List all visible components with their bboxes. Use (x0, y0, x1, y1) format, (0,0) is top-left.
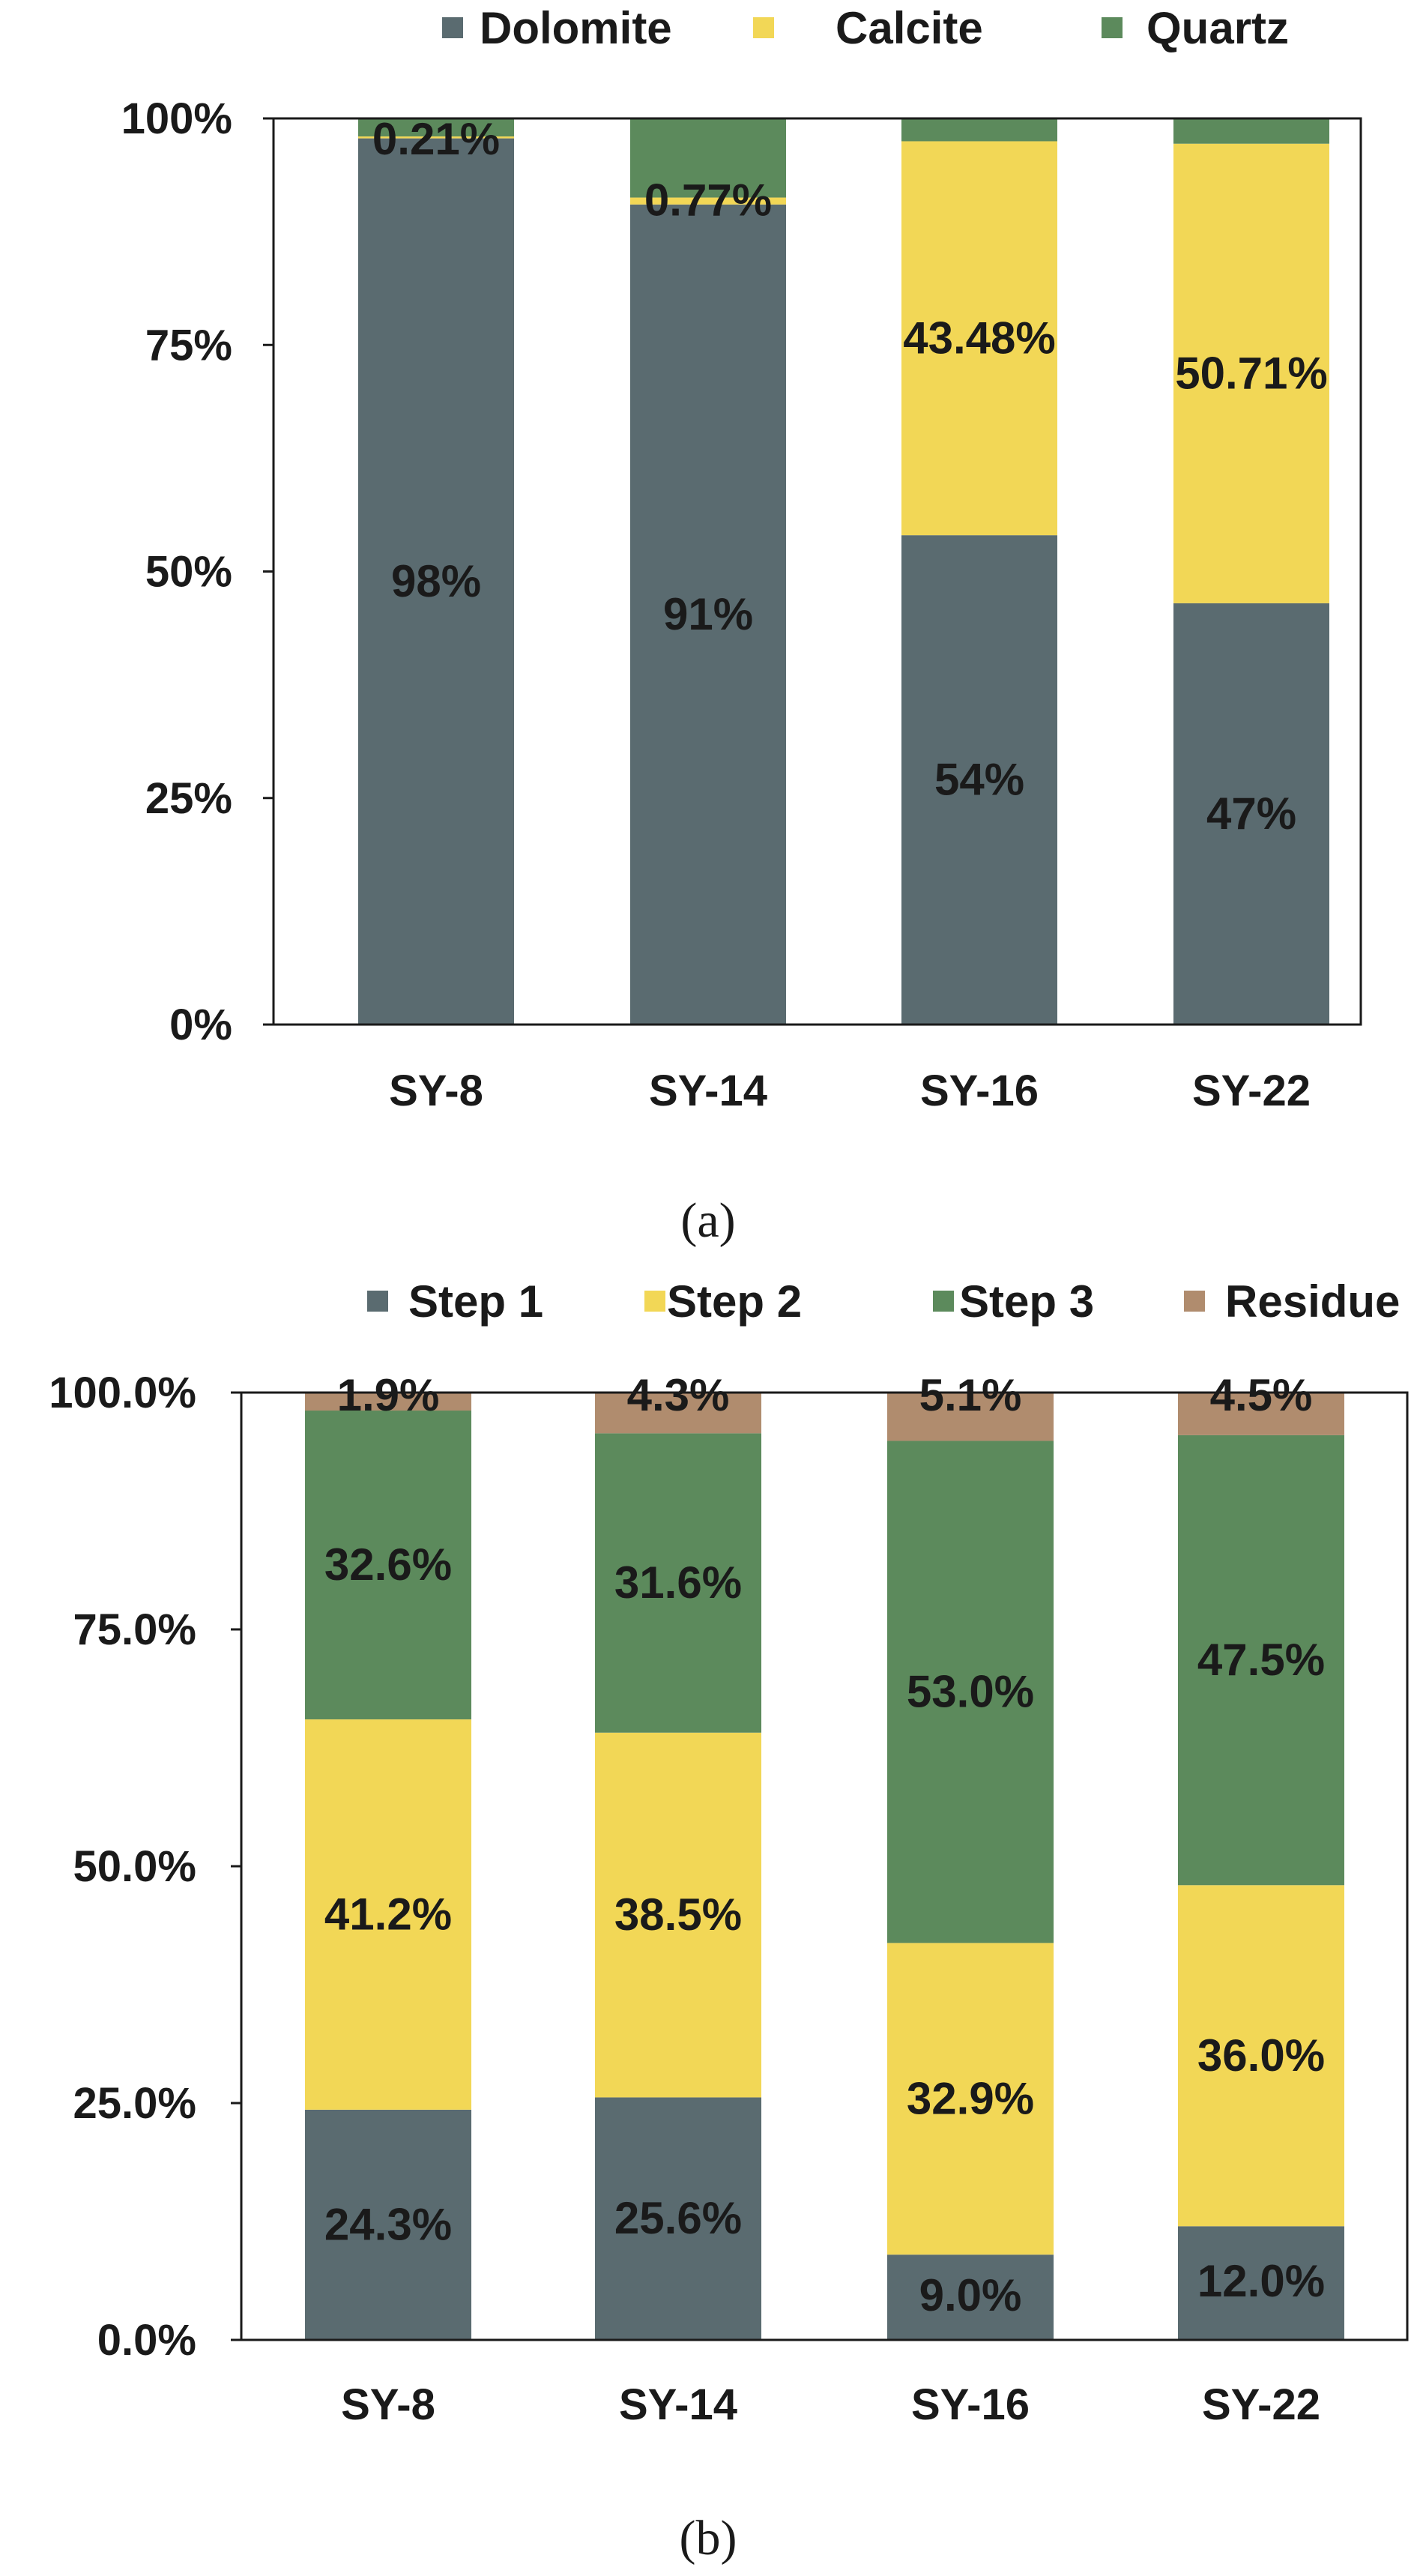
x-tick-label-sy-22: SY-22 (1202, 2380, 1320, 2429)
legend-label-quartz: Quartz (1146, 3, 1289, 53)
y-tick-label: 75% (145, 321, 232, 369)
x-tick-label-sy-22: SY-22 (1192, 1067, 1311, 1115)
data-label-sy-14-calcite: 0.77% (644, 175, 772, 226)
bar-sy-16-step-2 (887, 1943, 1054, 2255)
data-label-sy-8-residue: 1.9% (337, 1370, 440, 1420)
data-label-sy-14-step-3: 31.6% (614, 1557, 742, 1608)
legend-swatch-dolomite (442, 17, 463, 38)
bar-sy-16-residue (887, 1393, 1054, 1441)
legend-swatch-quartz (1102, 17, 1123, 38)
bar-sy-14-residue (595, 1393, 761, 1434)
bar-sy-14-step-2 (595, 1732, 761, 2098)
chart-a: Dolomite Calcite Quartz 98% 0.21% 91% 0.77% 54%… (121, 3, 1362, 1248)
x-axis: SY-8 SY-14 SY-16 SY-22 (341, 2380, 1320, 2429)
bar-sy-14-calcite (630, 197, 786, 205)
bar-sy-14-quartz (630, 118, 786, 198)
legend-label-dolomite: Dolomite (480, 3, 672, 53)
data-label-sy-8-step-1: 24.3% (324, 2199, 452, 2249)
data-label-sy-22-calcite: 50.71% (1175, 348, 1328, 398)
bar-sy-8-step-2 (305, 1719, 471, 2110)
y-tick-label: 100.0% (49, 1369, 196, 1417)
data-label-sy-8-step-2: 41.2% (324, 1889, 452, 1939)
legend-swatch-step-3 (933, 1291, 954, 1312)
legend-label-residue: Residue (1225, 1276, 1400, 1327)
data-label-sy-16-step-1: 9.0% (919, 2270, 1022, 2320)
legend-label-calcite: Calcite (836, 3, 983, 53)
y-tick-label: 0% (169, 1001, 232, 1049)
x-tick-label-sy-16: SY-16 (920, 1067, 1039, 1115)
legend-label-step-2: Step 2 (667, 1276, 802, 1327)
data-label-sy-16-calcite: 43.48% (903, 313, 1056, 363)
legend-swatch-step-1 (367, 1291, 388, 1312)
bar-sy-14-step-1 (595, 2097, 761, 2340)
panel-caption: (b) (680, 2511, 737, 2566)
x-tick-label-sy-14: SY-14 (649, 1067, 767, 1115)
data-label-sy-22-residue: 4.5% (1210, 1370, 1313, 1420)
bar-sy-16-quartz (901, 118, 1057, 142)
bars (305, 1393, 1344, 2340)
bar-sy-14-dolomite (630, 204, 786, 1025)
legend-swatch-residue (1184, 1291, 1205, 1312)
legend: Dolomite Calcite Quartz (442, 3, 1289, 53)
y-tick-label: 50.0% (73, 1842, 196, 1891)
legend: Step 1 Step 2 Step 3 Residue (367, 1276, 1400, 1327)
data-label-sy-8-step-3: 32.6% (324, 1539, 452, 1590)
data-label-sy-16-step-3: 53.0% (907, 1666, 1034, 1716)
bar-sy-8-residue (305, 1393, 471, 1411)
data-label-sy-22-step-1: 12.0% (1197, 2256, 1325, 2306)
x-tick-label-sy-8: SY-8 (389, 1067, 483, 1115)
bar-sy-8-step-3 (305, 1411, 471, 1720)
y-axis: 0.0% 25.0% 50.0% 75.0% 100.0% (49, 1369, 241, 2365)
bar-sy-16-step-3 (887, 1441, 1054, 1943)
bar-sy-8-quartz (358, 118, 514, 137)
bar-sy-16-calcite (901, 141, 1057, 536)
y-axis: 0% 25% 50% 75% 100% (121, 94, 274, 1049)
y-tick-label: 0.0% (97, 2316, 196, 2365)
x-axis: SY-8 SY-14 SY-16 SY-22 (389, 1067, 1311, 1115)
data-label-sy-14-step-1: 25.6% (614, 2193, 742, 2243)
y-tick-label: 100% (121, 94, 232, 143)
chart-b: Step 1 Step 2 Step 3 Residue 24.3% 41.2% 32.6%… (49, 1276, 1409, 2566)
bar-sy-16-dolomite (901, 535, 1057, 1025)
data-label-sy-14-residue: 4.3% (627, 1370, 730, 1420)
bar-sy-22-calcite (1173, 143, 1329, 603)
data-label-sy-14-step-2: 38.5% (614, 1889, 742, 1940)
data-label-sy-8-dolomite: 98% (391, 556, 481, 606)
bar-sy-22-step-3 (1178, 1435, 1344, 1886)
x-tick-label-sy-14: SY-14 (619, 2380, 737, 2429)
legend-label-step-1: Step 1 (408, 1276, 543, 1327)
bar-sy-8-dolomite (358, 138, 514, 1025)
bar-sy-8-calcite (358, 136, 514, 139)
y-tick-label: 25.0% (73, 2079, 196, 2128)
panel-caption: (a) (680, 1193, 735, 1248)
bar-sy-14-step-3 (595, 1433, 761, 1733)
bar-sy-22-dolomite (1173, 603, 1329, 1025)
bars (358, 118, 1329, 1025)
x-tick-label-sy-16: SY-16 (911, 2380, 1030, 2429)
data-labels: 24.3% 41.2% 32.6% 1.9% 25.6% 38.5% 31.6% 4.3% 9.… (324, 1370, 1325, 2320)
data-label-sy-22-step-2: 36.0% (1197, 2030, 1325, 2081)
data-label-sy-22-step-3: 47.5% (1197, 1635, 1325, 1685)
data-label-sy-16-residue: 5.1% (919, 1370, 1022, 1420)
data-label-sy-16-dolomite: 54% (934, 755, 1024, 805)
legend-swatch-step-2 (644, 1291, 665, 1312)
data-labels: 98% 0.21% 91% 0.77% 54% 43.48% 47% 50.71% (372, 114, 1328, 839)
bar-sy-22-residue (1178, 1393, 1344, 1435)
bar-sy-16-step-1 (887, 2254, 1054, 2340)
y-tick-label: 25% (145, 774, 232, 823)
legend-label-step-3: Step 3 (959, 1276, 1094, 1327)
data-label-sy-8-calcite: 0.21% (372, 114, 500, 164)
y-tick-label: 75.0% (73, 1605, 196, 1654)
y-tick-label: 50% (145, 548, 232, 597)
bar-sy-22-quartz (1173, 118, 1329, 144)
bar-sy-8-step-1 (305, 2109, 471, 2340)
data-label-sy-16-step-2: 32.9% (907, 2073, 1034, 2123)
x-tick-label-sy-8: SY-8 (341, 2380, 435, 2429)
legend-swatch-calcite (753, 17, 774, 38)
data-label-sy-14-dolomite: 91% (663, 589, 753, 639)
bar-sy-22-step-2 (1178, 1885, 1344, 2227)
bar-sy-22-step-1 (1178, 2226, 1344, 2340)
data-label-sy-22-dolomite: 47% (1206, 788, 1296, 839)
